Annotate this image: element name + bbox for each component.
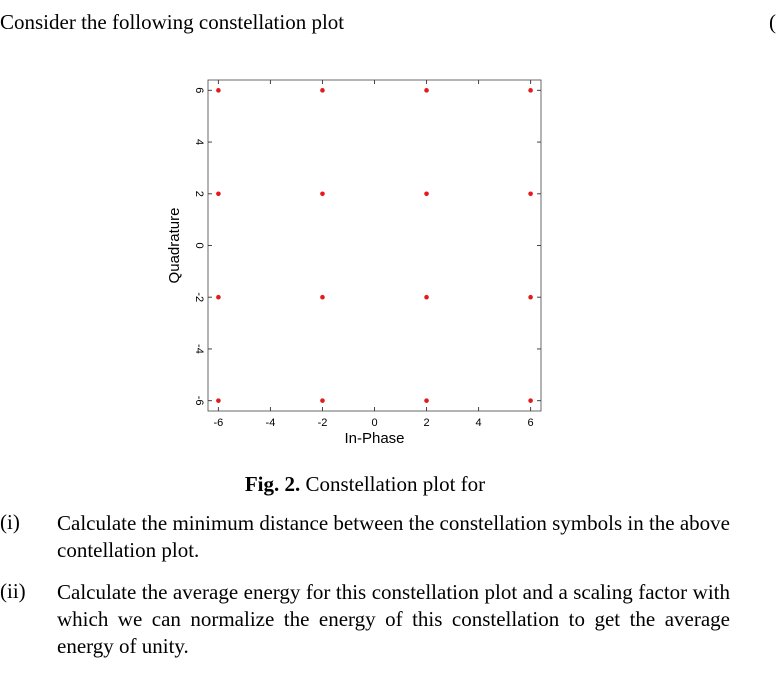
point	[216, 398, 221, 403]
point	[528, 88, 533, 93]
point	[528, 294, 533, 300]
y-tick-label: 2	[193, 191, 205, 197]
y-tick-label: 4	[193, 139, 205, 145]
question-text: Calculate the minimum distance between t…	[57, 511, 730, 562]
point	[424, 191, 429, 197]
caption-label: Fig. 2.	[244, 472, 301, 496]
margin-mark: (	[769, 10, 776, 34]
point	[320, 191, 325, 197]
y-tick-label: -4	[193, 344, 205, 354]
point	[424, 88, 429, 93]
point	[216, 88, 221, 93]
point	[320, 398, 325, 403]
question: (i) Calculate the minimum distance betwe…	[0, 510, 781, 570]
y-tick-label: -2	[193, 292, 205, 302]
question: (ii) Calculate the average energy for th…	[0, 579, 781, 669]
x-tick-label: 6	[528, 417, 534, 429]
point	[320, 88, 325, 93]
y-axis-label: Quadrature	[166, 208, 183, 284]
point	[528, 398, 533, 403]
x-tick-label: -4	[266, 417, 276, 429]
x-tick-label: 2	[423, 417, 429, 429]
question-label: (ii)	[0, 579, 26, 603]
y-tick-label: 6	[193, 87, 205, 93]
x-tick-label: -2	[318, 417, 328, 429]
question-label: (i)	[0, 510, 20, 534]
question-text: Calculate the average energy for this co…	[57, 580, 730, 658]
point	[320, 294, 325, 300]
chart: -6 -4 -2 0 2 4 6 -6 -4 -2 0 2 4 6 In-Phase Quadrature	[166, 79, 542, 447]
point	[216, 294, 221, 300]
intro-text: Consider the following constellation plo…	[0, 10, 345, 34]
point	[528, 191, 533, 197]
point	[216, 191, 221, 197]
x-tick-label: 4	[476, 417, 482, 429]
point	[424, 294, 429, 300]
y-tick-label: 0	[193, 242, 205, 248]
x-axis-label: In-Phase	[344, 430, 404, 447]
x-tick-label: -6	[214, 417, 224, 429]
point	[424, 398, 429, 403]
x-tick-label: 0	[371, 417, 377, 429]
plot-frame	[207, 79, 542, 412]
y-tick-label: -6	[193, 396, 205, 406]
caption-text: Constellation plot for	[305, 472, 486, 496]
caption: Fig. 2. Constellation plot for	[0, 472, 730, 497]
